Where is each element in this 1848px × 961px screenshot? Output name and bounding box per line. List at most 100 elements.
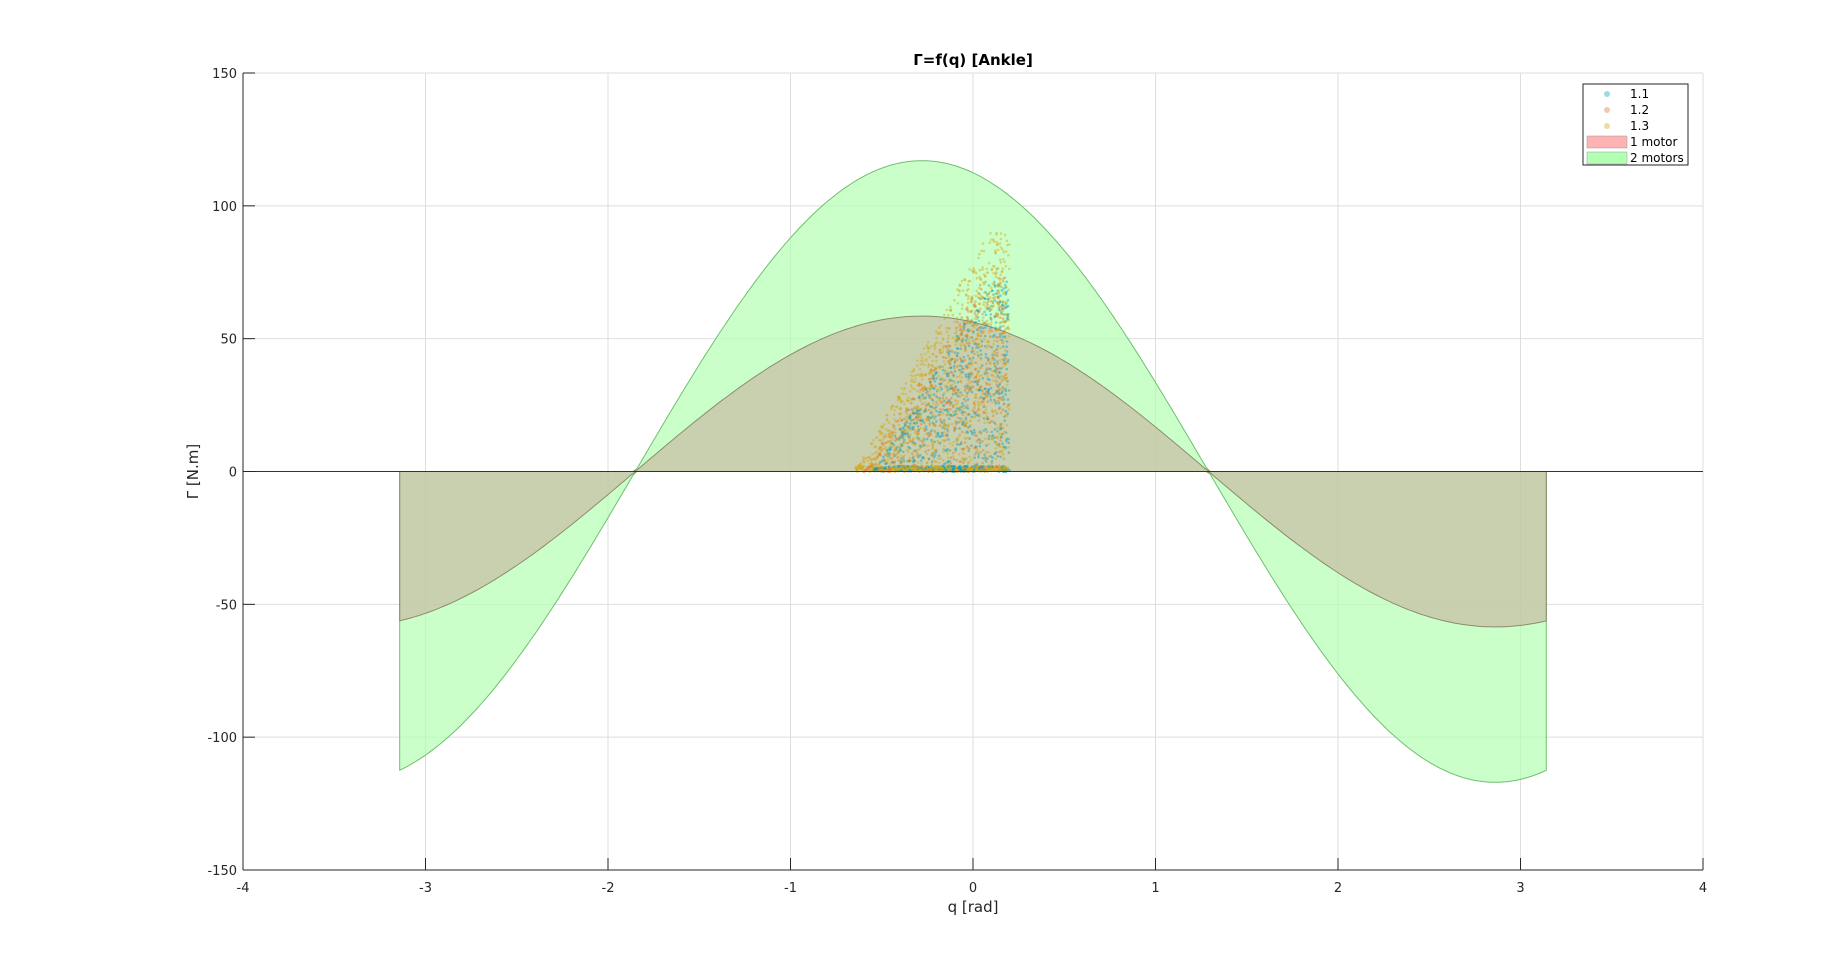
data-point [927,457,931,461]
data-point [919,417,923,420]
data-point [966,301,970,305]
data-point [1004,389,1008,393]
data-point [978,366,982,370]
data-point [942,398,945,401]
data-point [938,413,942,417]
data-point [897,451,900,454]
data-point [962,367,965,371]
data-point [964,373,968,376]
data-point [977,310,981,313]
data-point [969,419,972,423]
data-point [960,332,963,335]
data-point [884,433,888,437]
data-point [942,426,945,429]
data-point [894,439,897,443]
data-point [940,382,943,385]
data-point [990,373,994,377]
data-point [995,292,998,296]
data-point [983,392,986,396]
data-point [928,416,931,419]
data-point [949,413,952,417]
data-point [955,440,958,443]
data-point [947,438,950,441]
data-point [977,404,980,408]
data-point [924,396,927,399]
data-point [909,374,913,377]
data-point [969,320,972,324]
data-point [989,313,992,316]
data-point [983,372,987,376]
data-point [1002,445,1006,449]
data-point [896,437,900,441]
data-point [953,361,957,365]
data-point [1000,312,1004,316]
data-point [964,349,967,352]
data-point [961,465,965,469]
data-point [977,402,980,406]
data-point [946,389,949,393]
data-point [992,293,995,296]
data-point [994,292,998,295]
data-point [943,391,946,395]
data-point [972,385,975,389]
data-point [922,359,925,362]
data-point [962,404,965,407]
data-point [1000,380,1003,384]
data-point [959,344,963,348]
data-point [959,358,963,362]
data-point [975,439,979,443]
data-point [979,326,983,329]
data-point [969,468,973,472]
data-point [901,434,904,437]
data-point [971,433,974,436]
data-point [1001,280,1005,283]
data-point [882,435,885,439]
data-point [997,402,1001,405]
data-point [1007,253,1010,257]
data-point [943,313,946,317]
data-point [996,314,1000,317]
data-point [906,460,910,463]
data-point [1007,403,1010,407]
data-point [969,374,972,378]
data-point [968,357,972,361]
data-point [938,367,941,370]
data-point [977,438,980,441]
data-point [967,288,970,291]
data-point [913,422,917,425]
data-point [957,368,961,371]
data-point [945,433,948,437]
data-point [947,344,951,348]
data-point [1000,270,1004,273]
data-point [981,331,984,335]
data-point [867,456,870,459]
data-point [939,377,943,381]
data-point [986,298,990,301]
data-point [942,356,945,359]
data-point [988,345,992,348]
x-tick-label: -1 [784,881,797,896]
data-point [978,441,982,445]
data-point [975,344,979,347]
data-point [997,399,1000,403]
data-point [926,419,930,422]
data-point [916,406,920,410]
data-point [949,308,953,312]
data-point [878,432,882,436]
data-point [918,383,921,386]
data-point [953,320,956,324]
data-point [931,406,934,409]
data-point [923,363,926,367]
data-point [960,367,964,370]
data-point [905,412,909,416]
data-point [878,453,881,457]
data-point [972,376,976,380]
data-point [998,242,1002,245]
data-point [975,434,978,438]
data-point [912,458,916,462]
data-point [998,321,1001,325]
data-point [988,306,991,309]
data-point [892,430,895,434]
data-point [881,432,884,435]
